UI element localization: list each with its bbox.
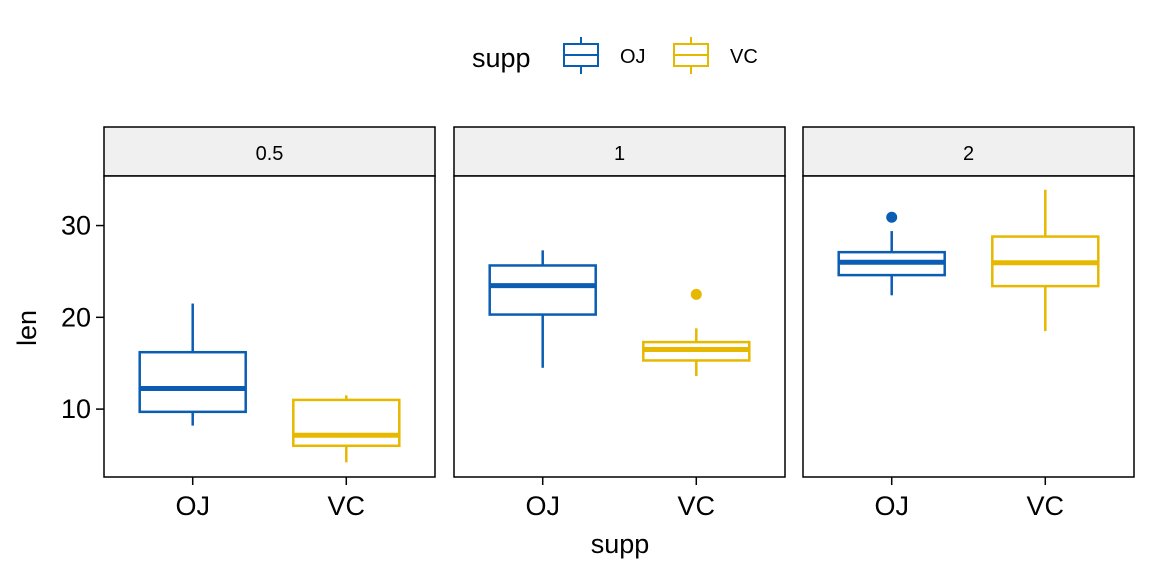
boxplot-vc (642, 288, 751, 377)
legend-key-oj (563, 37, 599, 74)
panel-border (802, 175, 1135, 478)
outlier-point (886, 211, 898, 223)
y-tick-label: 10 (61, 394, 91, 424)
facet-strip (103, 126, 436, 177)
x-tick-label: OJ (525, 491, 560, 521)
facet-strip-label: 1 (614, 143, 625, 165)
facet-panel-2: 2 OJ VC (802, 126, 1135, 521)
boxplot-vc (292, 395, 401, 463)
facet-panels: 0.5 OJ VC 1 OJ VC 2 OJ VC (103, 126, 1135, 521)
boxplot-vc (991, 189, 1100, 332)
y-tick-label: 20 (61, 302, 91, 332)
x-axis-label: supp (591, 529, 650, 559)
boxplot-oj (138, 303, 247, 426)
facet-panel-1: 1 OJ VC (453, 126, 786, 521)
iqr-box (138, 350, 247, 414)
facet-strip-label: 0.5 (256, 143, 284, 165)
boxplot-oj (837, 211, 946, 296)
y-tick-label: 30 (61, 211, 91, 241)
facet-strip-label: 2 (963, 143, 974, 165)
legend-key-vc (673, 37, 709, 74)
facet-strip (802, 126, 1135, 177)
x-tick-label: VC (678, 491, 716, 521)
x-tick-label: VC (1027, 491, 1065, 521)
facet-panel-0.5: 0.5 OJ VC (103, 126, 436, 521)
iqr-box (292, 398, 401, 448)
outlier-point (690, 288, 702, 300)
x-tick-label: VC (328, 491, 366, 521)
boxplot-oj (488, 250, 597, 368)
panel-border (103, 175, 436, 478)
legend-title: supp (472, 43, 531, 73)
legend-label-vc: VC (730, 46, 758, 68)
y-axis: 10 20 30 (61, 211, 104, 424)
facet-strip (453, 126, 786, 177)
y-axis-label: len (12, 310, 42, 346)
legend: supp OJ VC (472, 37, 758, 74)
iqr-box (488, 264, 597, 316)
legend-label-oj: OJ (620, 46, 646, 68)
x-tick-label: OJ (175, 491, 210, 521)
panel-border (453, 175, 786, 478)
x-tick-label: OJ (874, 491, 909, 521)
